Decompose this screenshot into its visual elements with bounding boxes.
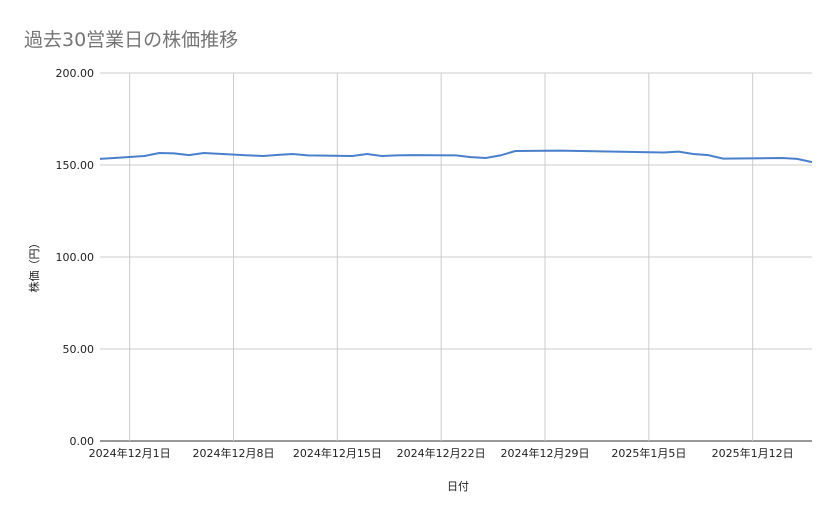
y-tick-label: 100.00 — [56, 251, 95, 264]
x-tick-label: 2024年12月8日 — [193, 446, 275, 460]
chart-title: 過去30営業日の株価推移 — [24, 29, 238, 51]
series-line — [99, 149, 813, 164]
y-tick-labels: 0.00 50.00 100.00 150.00 200.00 — [56, 67, 95, 448]
x-tick-label: 2025年1月5日 — [611, 446, 686, 460]
gridlines — [100, 72, 812, 442]
x-axis-label: 日付 — [447, 480, 469, 493]
y-tick-label: 50.00 — [63, 343, 95, 356]
x-tick-label: 2024年12月1日 — [89, 446, 171, 460]
x-tick-label: 2024年12月22日 — [397, 446, 486, 460]
x-tick-label: 2024年12月15日 — [293, 446, 382, 460]
x-tick-label: 2024年12月29日 — [501, 446, 590, 460]
x-tick-label: 2025年1月12日 — [712, 446, 794, 460]
y-tick-label: 0.00 — [70, 435, 95, 448]
y-tick-label: 200.00 — [56, 67, 95, 80]
y-tick-label: 150.00 — [56, 159, 95, 172]
x-tick-labels: 2024年12月1日 2024年12月8日 2024年12月15日 2024年12月2… — [89, 446, 794, 460]
y-axis-label: 株価（円） — [27, 238, 41, 293]
